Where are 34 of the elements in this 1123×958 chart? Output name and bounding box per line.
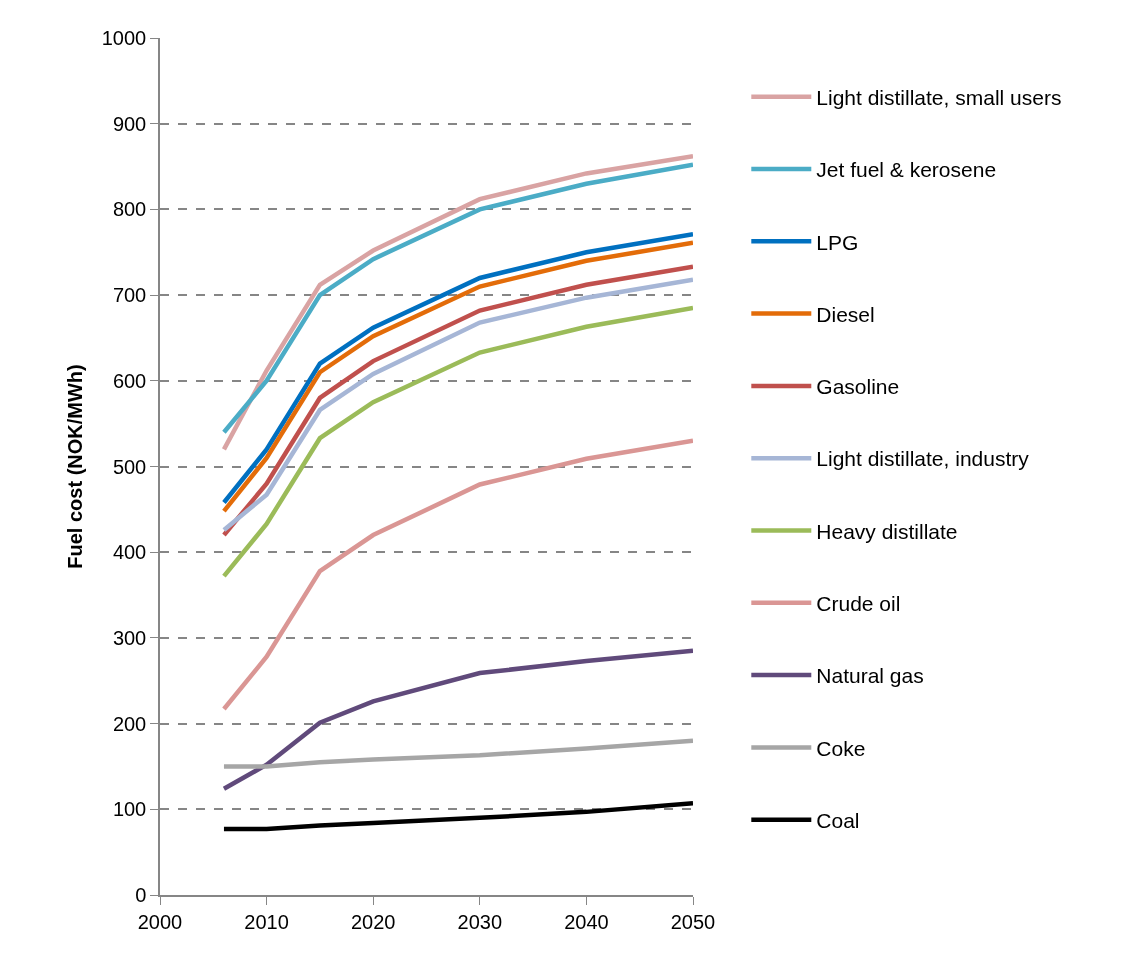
legend-label: Natural gas	[816, 664, 924, 688]
y-tick-label: 900	[112, 112, 147, 135]
x-tick-label: 2050	[670, 910, 716, 933]
x-tick-label: 2010	[244, 910, 289, 933]
line-series	[221, 801, 693, 832]
legend-label: Jet fuel & kerosene	[816, 158, 997, 182]
legend-label: LPG	[816, 230, 859, 254]
line-series	[221, 438, 693, 712]
y-tick-label: 400	[112, 541, 147, 564]
y-tick-label: 300	[112, 626, 147, 649]
x-tick-label: 2020	[350, 910, 396, 933]
legend-label: Gasoline	[816, 375, 900, 399]
legend-label: Light distillate, small users	[816, 85, 1062, 109]
y-tick-label: 1000	[101, 27, 147, 49]
x-tick-label: 2040	[564, 910, 609, 933]
line-series	[221, 738, 693, 769]
y-tick-label: 500	[112, 455, 147, 478]
line-series	[221, 648, 693, 791]
y-tick-label: 100	[112, 798, 147, 821]
legend-label: Heavy distillate	[816, 519, 958, 543]
x-tick-label: 2030	[457, 910, 503, 933]
y-tick-label: 800	[112, 198, 147, 221]
y-tick-label: 700	[112, 284, 147, 307]
legend-label: Coal	[816, 808, 860, 832]
y-tick-label: 200	[112, 712, 147, 735]
y-axis-title: Fuel cost (NOK/MWh)	[63, 364, 86, 569]
x-tick-label: 2000	[137, 910, 183, 933]
legend-label: Crude oil	[816, 592, 901, 616]
legend-label: Diesel	[816, 302, 875, 326]
y-tick-label: 600	[112, 369, 147, 392]
line-series	[221, 305, 693, 579]
legend-label: Light distillate, industry	[816, 447, 1030, 471]
legend-label: Coke	[816, 736, 866, 760]
y-tick-label: 0	[135, 884, 147, 906]
